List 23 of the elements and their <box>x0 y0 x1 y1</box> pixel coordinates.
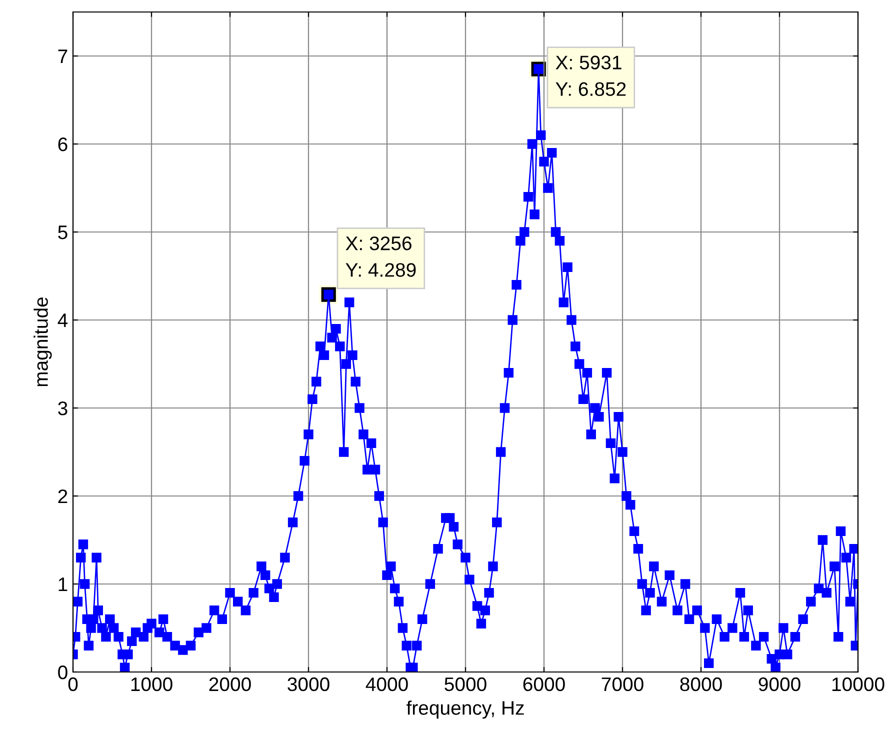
x-tick-label: 10000 <box>832 677 884 692</box>
y-tick-label: 0 <box>58 665 68 680</box>
y-tick-label: 1 <box>58 578 68 592</box>
annotation: X: 3256 Y: 4.289 <box>346 236 416 277</box>
x-tick-label: 9000 <box>758 677 800 692</box>
y-tick-label: 5 <box>58 226 68 240</box>
annotation: X: 5931 Y: 6.852 <box>556 56 626 96</box>
x-tick-label: 5000 <box>444 677 486 692</box>
x-tick-label: 1000 <box>131 677 172 692</box>
y-tick-label: 4 <box>58 314 68 328</box>
y-tick-label: 6 <box>58 137 68 152</box>
x-tick-label: 6000 <box>523 677 565 692</box>
y-tick-label: 2 <box>58 489 68 504</box>
x-tick-label: 8000 <box>680 677 722 692</box>
x-axis-title: frequency, Hz <box>406 700 524 719</box>
x-tick-label: 7000 <box>602 677 644 692</box>
y-tick-label: 7 <box>58 50 68 64</box>
x-tick-label: 2000 <box>209 677 251 692</box>
x-tick-label: 3000 <box>288 677 330 692</box>
x-tick-label: 4000 <box>366 677 408 692</box>
x-tick-label: 0 <box>68 677 78 692</box>
y-axis-title: magnitude <box>34 297 52 386</box>
y-tick-label: 3 <box>58 401 68 416</box>
